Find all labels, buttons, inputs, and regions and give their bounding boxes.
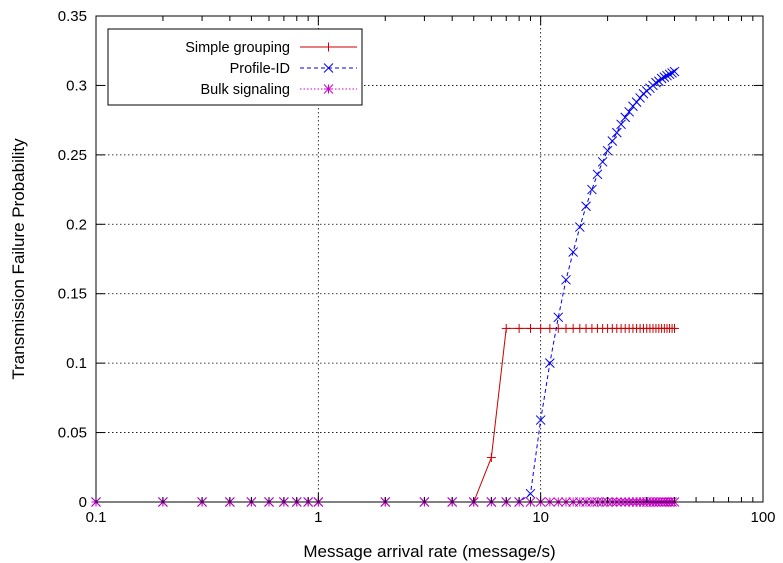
x-tick-label: 1: [314, 509, 322, 526]
data-point: [545, 323, 555, 333]
data-point: [620, 112, 631, 123]
data-point: [568, 247, 579, 257]
legend-item: Bulk signaling: [201, 82, 357, 98]
y-tick-label: 0.3: [66, 77, 87, 94]
data-point: [581, 201, 591, 212]
data-point: [597, 156, 608, 167]
legend-item: Profile-ID: [230, 61, 357, 77]
data-point: [486, 453, 496, 463]
y-tick-label: 0.2: [66, 216, 87, 233]
data-point: [656, 73, 667, 84]
data-point: [561, 274, 571, 285]
data-point: [624, 106, 634, 117]
data-point: [536, 323, 546, 333]
y-tick-label: 0.05: [58, 425, 87, 442]
x-axis-title: Message arrival rate (message/s): [303, 542, 555, 561]
data-point: [545, 358, 555, 368]
data-point: [587, 184, 597, 195]
data-point: [664, 69, 675, 80]
legend-marker: [323, 84, 334, 94]
data-point: [553, 312, 564, 323]
legend-label: Bulk signaling: [201, 82, 290, 98]
legend-label: Simple grouping: [185, 40, 290, 56]
data-point: [669, 66, 680, 77]
data-point: [667, 68, 677, 78]
y-tick-label: 0.1: [66, 355, 87, 372]
y-tick-label: 0.25: [58, 147, 87, 164]
data-point: [607, 136, 618, 146]
data-point: [651, 77, 661, 88]
plot-frame: [95, 15, 764, 503]
legend-marker: [324, 42, 333, 52]
legend-marker: [323, 63, 334, 73]
y-tick-label: 0.15: [58, 286, 87, 303]
y-tick-label: 0: [79, 494, 87, 511]
data-point: [535, 415, 546, 425]
legend-box: [107, 28, 363, 106]
x-tick-label: 0.1: [86, 509, 107, 526]
ticks: 0.1 1 10 100 0 0.05 0.1 0.15 0.2 0.25 0.3 0.35: [58, 8, 776, 526]
data-point: [501, 323, 511, 333]
data-point: [592, 169, 603, 180]
data-point: [670, 323, 680, 333]
data-point: [574, 222, 585, 232]
data-point: [616, 119, 626, 130]
y-axis-title: Transmission Failure Probability: [9, 138, 28, 380]
x-tick-label: 100: [750, 509, 775, 526]
data-point: [602, 145, 613, 156]
data-point: [662, 70, 672, 81]
legend-label: Profile-ID: [230, 61, 290, 77]
data-point: [525, 488, 536, 499]
data-point: [659, 72, 670, 82]
y-tick-label: 0.35: [58, 8, 87, 25]
legend: Simple grouping Profile-ID Bulk signaling: [107, 28, 363, 106]
x-tick-label: 10: [532, 509, 549, 526]
legend-item: Simple grouping: [185, 40, 357, 56]
data-point: [611, 127, 622, 138]
data-point: [553, 323, 563, 333]
data-point: [514, 323, 524, 333]
data-point: [525, 323, 535, 333]
